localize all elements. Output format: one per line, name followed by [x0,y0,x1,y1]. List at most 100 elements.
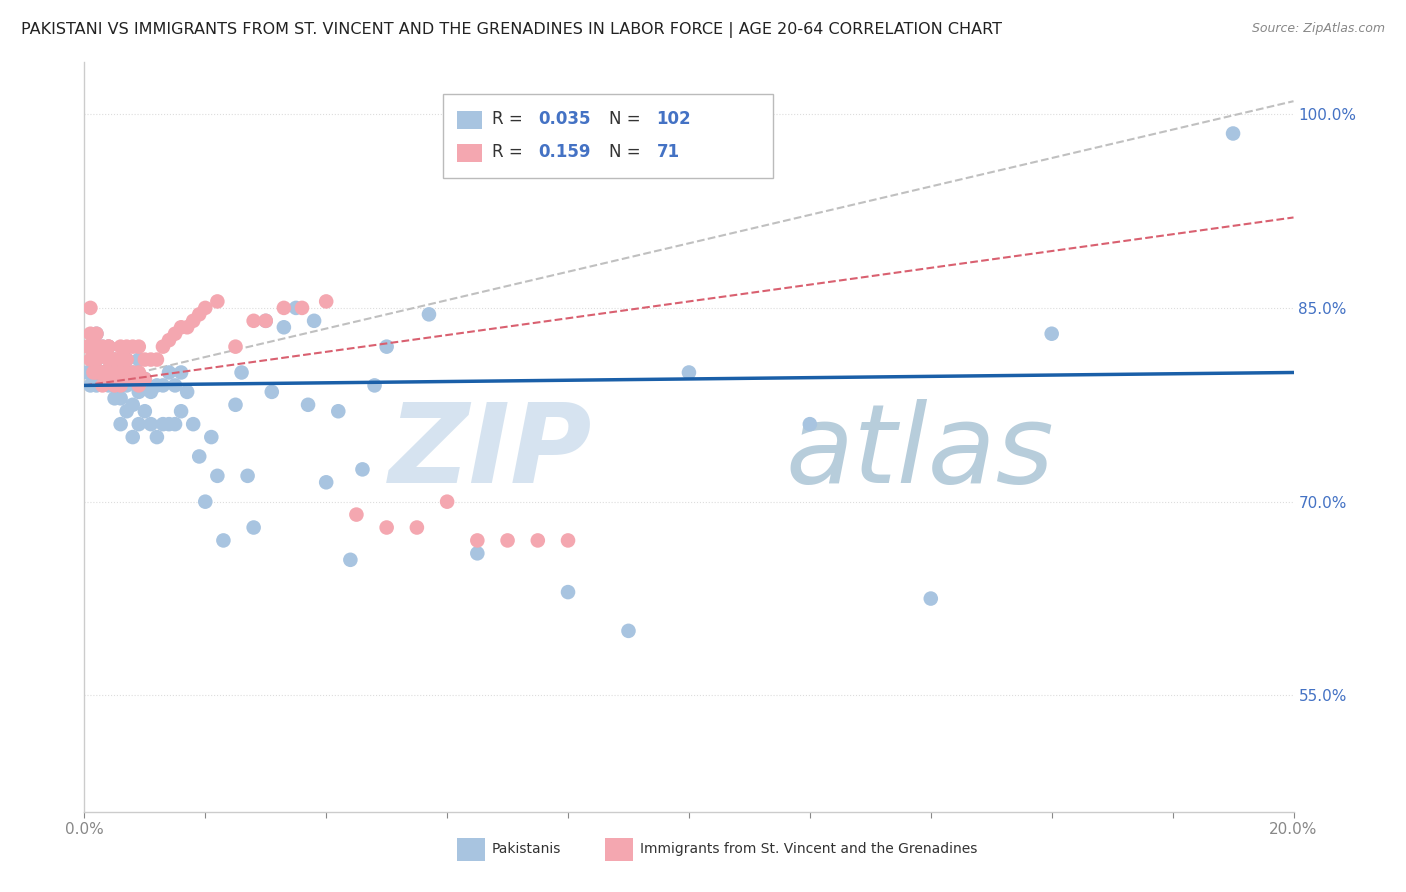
Point [79,352,101,367]
Point [302,314,325,328]
Point [121,366,143,380]
Point [128,384,150,399]
Point [110,352,132,367]
Point [297,398,319,412]
Point [165,417,187,432]
Point [104,378,127,392]
Point [170,366,193,380]
Point [1040,326,1063,341]
Point [110,417,132,432]
Point [254,314,277,328]
Point [273,301,295,315]
Text: atlas: atlas [786,399,1054,506]
Point [152,340,174,354]
Point [207,468,229,483]
Point [200,430,222,444]
Point [242,314,264,328]
Point [104,352,127,367]
Point [91,366,114,380]
Point [104,378,127,392]
Point [110,378,132,392]
Text: Immigrants from St. Vincent and the Grenadines: Immigrants from St. Vincent and the Gren… [640,842,977,856]
Point [91,366,114,380]
Point [157,366,180,380]
Point [181,417,204,432]
Point [89,366,111,380]
Point [97,340,120,354]
Point [91,366,114,380]
Point [97,352,120,367]
Point [94,366,117,380]
Point [79,378,101,392]
Text: PAKISTANI VS IMMIGRANTS FROM ST. VINCENT AND THE GRENADINES IN LABOR FORCE | AGE: PAKISTANI VS IMMIGRANTS FROM ST. VINCENT… [21,22,1002,38]
Point [115,404,138,418]
Point [467,533,489,548]
Point [165,326,187,341]
Text: 0.035: 0.035 [538,110,591,128]
Point [181,314,204,328]
Point [91,378,114,392]
Point [273,320,295,334]
Point [165,378,187,392]
Point [79,326,101,341]
Point [496,533,519,548]
Point [91,340,114,354]
Point [115,378,138,392]
Text: R =: R = [492,143,529,161]
Point [79,366,101,380]
Point [82,366,104,380]
Point [110,352,132,367]
Point [97,340,120,354]
Point [225,398,247,412]
Point [146,430,169,444]
Point [128,352,150,367]
Point [97,352,120,367]
Point [557,533,579,548]
Point [110,392,132,406]
Point [110,372,132,386]
Point [406,520,429,534]
Point [104,366,127,380]
Point [134,404,156,418]
Point [146,352,169,367]
Point [139,384,162,399]
Point [128,417,150,432]
Point [91,346,114,360]
Point [436,494,458,508]
Point [157,333,180,347]
Point [363,378,385,392]
Point [115,366,138,380]
Point [225,340,247,354]
Point [115,352,138,367]
Point [285,301,308,315]
Point [104,366,127,380]
Point [678,366,700,380]
Text: 71: 71 [657,143,679,161]
Point [115,372,138,386]
Point [146,378,169,392]
Point [86,352,108,367]
Text: N =: N = [609,110,645,128]
Point [91,340,114,354]
Point [375,520,398,534]
Point [236,468,259,483]
Point [139,352,162,367]
Point [86,352,108,367]
Point [188,450,211,464]
Point [82,366,104,380]
Point [170,320,193,334]
Point [176,320,198,334]
Point [110,366,132,380]
Point [254,314,277,328]
Point [110,366,132,380]
Point [97,378,120,392]
Point [291,301,314,315]
Point [134,352,156,367]
Point [97,340,120,354]
Point [194,301,217,315]
Point [139,417,162,432]
Point [86,378,108,392]
Point [77,340,100,354]
Point [170,404,193,418]
Point [315,294,337,309]
